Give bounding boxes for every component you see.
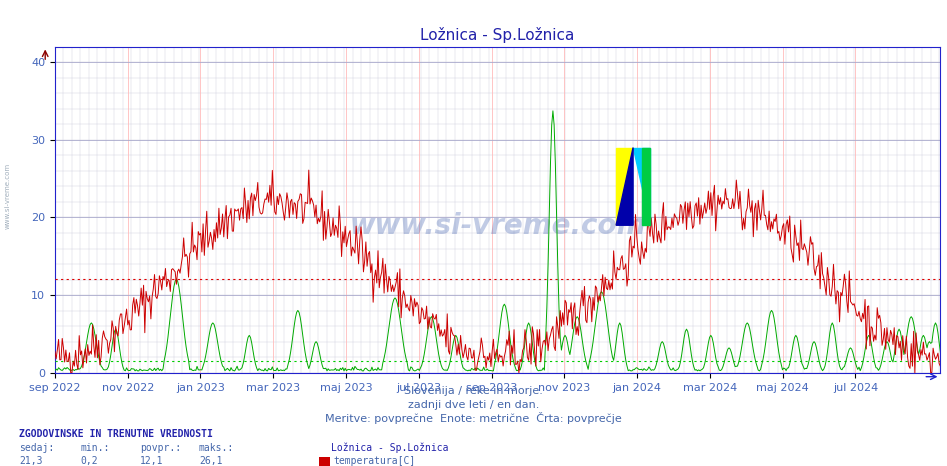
Text: zadnji dve leti / en dan.: zadnji dve leti / en dan. (408, 400, 539, 410)
Polygon shape (616, 148, 634, 225)
Text: Slovenija / reke in morje.: Slovenija / reke in morje. (404, 386, 543, 396)
Polygon shape (616, 148, 634, 225)
Text: www.si-vreme.com: www.si-vreme.com (5, 163, 10, 229)
Text: min.:: min.: (80, 443, 110, 453)
Text: ZGODOVINSKE IN TRENUTNE VREDNOSTI: ZGODOVINSKE IN TRENUTNE VREDNOSTI (19, 429, 213, 439)
Text: Ložnica - Sp.Ložnica: Ložnica - Sp.Ložnica (331, 443, 449, 453)
Text: 0,2: 0,2 (80, 456, 98, 466)
Text: 26,1: 26,1 (199, 456, 223, 466)
Text: www.si-vreme.com: www.si-vreme.com (349, 212, 646, 240)
Text: maks.:: maks.: (199, 443, 234, 453)
Text: 21,3: 21,3 (19, 456, 43, 466)
Bar (641, 148, 650, 225)
Text: 12,1: 12,1 (140, 456, 164, 466)
Polygon shape (634, 148, 650, 225)
Text: temperatura[C]: temperatura[C] (333, 456, 416, 466)
Text: povpr.:: povpr.: (140, 443, 181, 453)
Title: Ložnica - Sp.Ložnica: Ložnica - Sp.Ložnica (420, 27, 575, 43)
Text: Meritve: povprečne  Enote: metrične  Črta: povprečje: Meritve: povprečne Enote: metrične Črta:… (325, 412, 622, 424)
Text: sedaj:: sedaj: (19, 443, 54, 453)
